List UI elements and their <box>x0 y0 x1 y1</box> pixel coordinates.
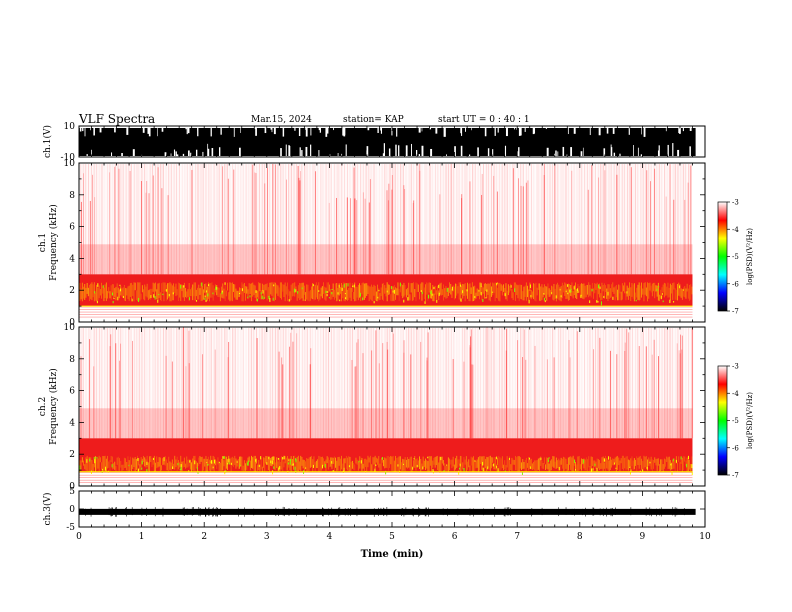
ch1-waveform-ylabel: ch.1(V) <box>42 125 53 158</box>
ch1-spectrogram-colorbar-label: log(PSD)(V²/Hz) <box>746 228 754 285</box>
ch3-waveform-y-tick-0: 0 <box>69 505 75 515</box>
ch2-spectrogram-y-tick-2: 2 <box>69 450 75 460</box>
ch2-spectrogram-colorbar-tick--6: -6 <box>732 444 739 452</box>
ch2-spectrogram-ylabel-channel: ch.2 <box>38 397 48 416</box>
ch2-spectrogram-colorbar <box>717 365 728 476</box>
ch3-waveform-y-tick-5: 5 <box>69 487 75 497</box>
ch1-spectrogram-ylabel-channel: ch.1 <box>38 233 48 252</box>
ch2-spectrogram-colorbar-tick--4: -4 <box>732 390 739 398</box>
chart-station: station= KAP <box>343 115 404 125</box>
ch1-spectrogram-colorbar-tick--4: -4 <box>732 226 739 234</box>
ch1-spectrogram-colorbar-tick--6: -6 <box>732 280 739 288</box>
ch1-spectrogram-y-tick-2: 2 <box>69 286 75 296</box>
x-axis-label: Time (min) <box>361 549 424 560</box>
x-tick-label-3: 3 <box>264 532 270 542</box>
chart-start-time: start UT = 0 : 40 : 1 <box>438 115 530 125</box>
ch3-waveform-y-tick--5: -5 <box>66 523 75 533</box>
x-tick-label-9: 9 <box>640 532 646 542</box>
ch1-spectrogram-ylabel-frequency: Frequency (kHz) <box>48 204 59 281</box>
ch2-spectrogram-ylabel-frequency: Frequency (kHz) <box>48 368 59 445</box>
x-tick-label-4: 4 <box>327 532 333 542</box>
ch1-spectrogram-y-tick-8: 8 <box>69 191 75 201</box>
x-tick-label-2: 2 <box>201 532 207 542</box>
x-tick-label-0: 0 <box>76 532 82 542</box>
ch1-spectrogram-colorbar <box>717 201 728 312</box>
ch3-waveform-ylabel: ch.3(V) <box>42 493 53 526</box>
ch2-spectrogram-y-tick-0: 0 <box>69 482 75 492</box>
chart-date: Mar.15, 2024 <box>251 115 312 125</box>
ch2-spectrogram-image <box>79 327 694 483</box>
x-tick-label-10: 10 <box>699 532 711 542</box>
ch2-spectrogram-y-tick-6: 6 <box>69 387 75 397</box>
ch2-spectrogram-colorbar-tick--3: -3 <box>732 363 739 371</box>
ch1-spectrogram-image <box>79 163 693 318</box>
ch1-spectrogram-colorbar-tick--5: -5 <box>732 253 739 261</box>
ch2-spectrogram-colorbar-tick--5: -5 <box>732 417 739 425</box>
x-tick-label-7: 7 <box>514 532 520 542</box>
ch1-spectrogram-y-tick-6: 6 <box>69 223 75 233</box>
x-tick-label-6: 6 <box>452 532 458 542</box>
x-tick-label-8: 8 <box>577 532 583 542</box>
ch1-spectrogram-y-tick-4: 4 <box>69 254 75 264</box>
ch1-waveform-trace <box>79 127 696 157</box>
x-tick-label-1: 1 <box>139 532 145 542</box>
x-tick-label-5: 5 <box>389 532 395 542</box>
ch1-spectrogram-y-tick-0: 0 <box>69 318 75 328</box>
ch2-spectrogram-colorbar-tick--7: -7 <box>732 472 739 480</box>
ch1-waveform-y-tick--10: -10 <box>61 153 76 163</box>
ch1-waveform-y-tick-10: 10 <box>64 122 76 132</box>
ch2-spectrogram-y-tick-10: 10 <box>64 323 76 333</box>
ch2-spectrogram-y-tick-8: 8 <box>69 355 75 365</box>
ch1-spectrogram-y-tick-10: 10 <box>64 159 76 169</box>
ch1-spectrogram-colorbar-tick--7: -7 <box>732 308 739 316</box>
ch2-spectrogram-y-tick-4: 4 <box>69 418 75 428</box>
ch2-spectrogram-colorbar-label: log(PSD)(V²/Hz) <box>746 392 754 449</box>
chart-title: VLF Spectra <box>79 112 156 126</box>
ch3-waveform-trace <box>79 506 696 517</box>
ch1-spectrogram-colorbar-tick--3: -3 <box>732 199 739 207</box>
